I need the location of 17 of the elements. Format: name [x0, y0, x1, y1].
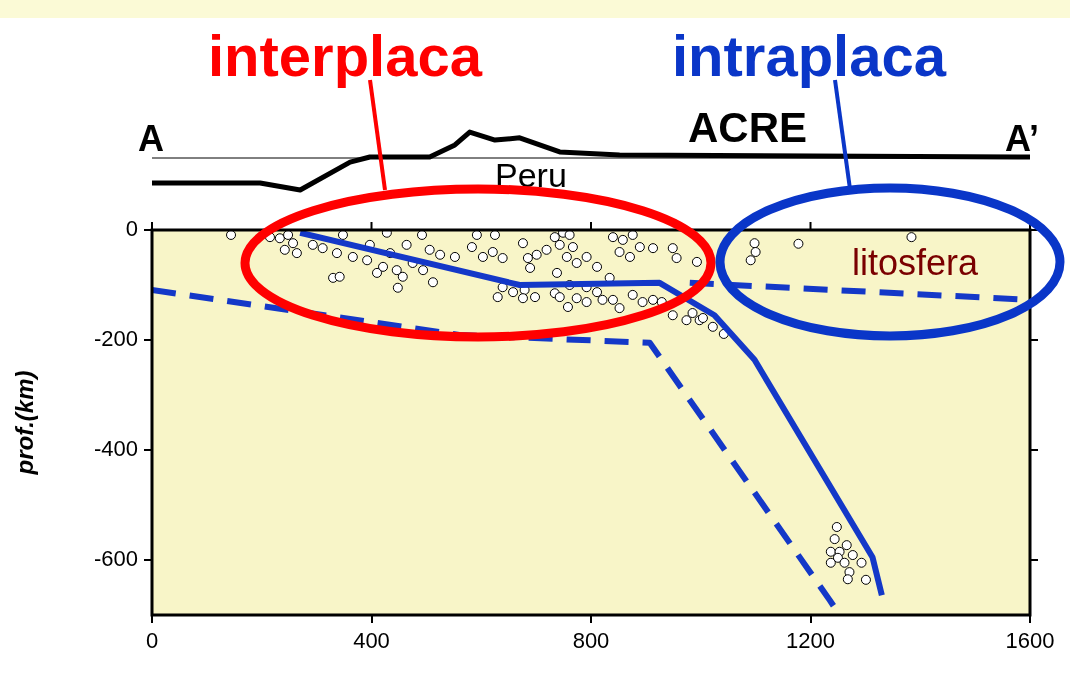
x-tick-label: 400 [353, 628, 390, 654]
annotation: litosfera [852, 242, 979, 284]
annotation: A’ [1005, 118, 1040, 160]
x-tick-label: 1200 [786, 628, 835, 654]
y-tick-label: 0 [125, 216, 138, 242]
text: interplaca [208, 22, 482, 89]
annotation: A [138, 118, 164, 160]
x-tick-label: 800 [572, 628, 610, 654]
annotation: ACRE [688, 104, 808, 152]
y-tick-label: -200 [93, 326, 138, 352]
text: intraplaca [672, 22, 946, 89]
y-tick-label: -400 [93, 436, 138, 462]
annotation: Peru [495, 156, 567, 195]
y-tick-label: -600 [93, 546, 138, 572]
x-tick-label: 0 [145, 628, 159, 654]
x-tick-label: 1600 [1005, 628, 1055, 654]
y-axis-title: prof.(km) [11, 370, 39, 476]
